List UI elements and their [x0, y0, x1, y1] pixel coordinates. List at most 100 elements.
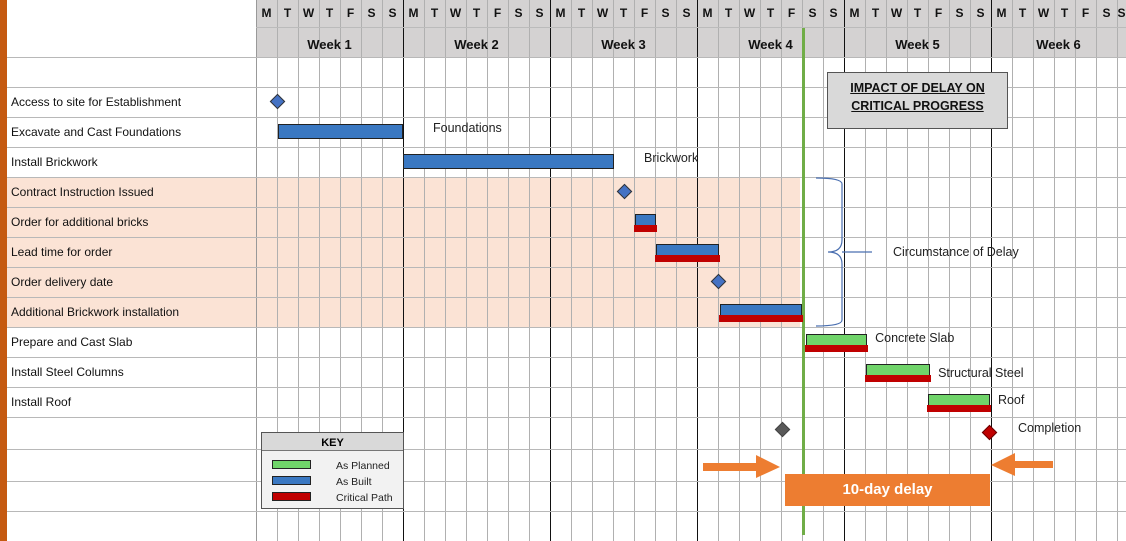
- day-letter: S: [682, 6, 691, 20]
- circumstance-label: Circumstance of Delay: [893, 245, 1019, 259]
- critical-path-bar: [655, 255, 721, 262]
- task-label: Prepare and Cast Slab: [11, 335, 133, 349]
- bar-annotation: Concrete Slab: [875, 331, 955, 345]
- day-letter: S: [808, 6, 817, 20]
- day-gridline: [907, 0, 908, 541]
- task-label: Contract Instruction Issued: [11, 185, 154, 199]
- week-divider: [403, 0, 404, 541]
- day-letter: S: [514, 6, 523, 20]
- day-letter: S: [367, 6, 376, 20]
- row-gridline: [7, 357, 1126, 358]
- day-gridline: [529, 0, 530, 541]
- day-gridline: [277, 0, 278, 541]
- day-letter: M: [555, 6, 566, 20]
- day-letter: F: [640, 6, 649, 20]
- task-label: Install Steel Columns: [11, 365, 124, 379]
- left-edge-stripe: [0, 0, 7, 541]
- week-label: Week 2: [454, 37, 499, 52]
- day-gridline: [886, 0, 887, 541]
- week-divider: [844, 0, 845, 541]
- day-gridline: [361, 0, 362, 541]
- day-letter: F: [934, 6, 943, 20]
- legend: KEY As Planned As Built Critical Path: [261, 432, 404, 509]
- task-label: Install Brickwork: [11, 155, 98, 169]
- day-gridline: [823, 0, 824, 541]
- day-gridline: [445, 0, 446, 541]
- row-gridline: [7, 511, 1126, 512]
- row-gridline: [7, 481, 1126, 482]
- day-letter: W: [302, 6, 315, 20]
- critical-path-bar: [634, 225, 658, 232]
- day-letter: S: [829, 6, 838, 20]
- day-letter: T: [1018, 6, 1027, 20]
- day-letter: W: [449, 6, 462, 20]
- day-letter: S: [955, 6, 964, 20]
- day-letter: S: [535, 6, 544, 20]
- day-gridline: [298, 0, 299, 541]
- day-letter: M: [408, 6, 419, 20]
- milestone-diamond: [269, 93, 286, 110]
- day-gridline: [340, 0, 341, 541]
- day-gridline: [508, 0, 509, 541]
- week-divider: [697, 0, 698, 541]
- bar-annotation: Foundations: [433, 121, 502, 135]
- day-letter: T: [871, 6, 880, 20]
- day-gridline: [760, 0, 761, 541]
- week-label: Week 4: [748, 37, 793, 52]
- timeline-header: [256, 0, 1126, 57]
- day-letter: M: [996, 6, 1007, 20]
- week-divider: [991, 0, 992, 541]
- legend-swatch-critical: [272, 492, 311, 501]
- week-label: Week 1: [307, 37, 352, 52]
- day-gridline: [781, 0, 782, 541]
- day-letter: T: [913, 6, 922, 20]
- circumstance-brace: [815, 177, 872, 327]
- week-label: Week 5: [895, 37, 940, 52]
- arrow-right-icon: [703, 455, 780, 478]
- task-label: Order delivery date: [11, 275, 114, 289]
- day-gridline: [865, 0, 866, 541]
- day-letter: F: [346, 6, 355, 20]
- day-gridline: [676, 0, 677, 541]
- row-gridline: [7, 417, 1126, 418]
- day-gridline: [424, 0, 425, 541]
- row-gridline: [7, 387, 1126, 388]
- day-letter: M: [702, 6, 713, 20]
- actual-completion-diamond: [981, 424, 998, 441]
- day-letter: M: [849, 6, 860, 20]
- legend-swatch-planned: [272, 460, 311, 469]
- row-gridline: [7, 87, 1126, 88]
- impact-title-box: IMPACT OF DELAY ON CRITICAL PROGRESS: [827, 72, 1008, 129]
- day-gridline: [928, 0, 929, 541]
- completion-label: Completion: [1018, 421, 1082, 435]
- day-gridline: [319, 0, 320, 541]
- critical-path-bar: [719, 315, 803, 322]
- day-gridline: [466, 0, 467, 541]
- day-gridline: [1117, 0, 1118, 541]
- task-label: Order for additional bricks: [11, 215, 149, 229]
- legend-swatch-as-built: [272, 476, 311, 485]
- day-gridline: [718, 0, 719, 541]
- bar-annotation: Structural Steel: [938, 366, 1024, 380]
- day-gridline: [1033, 0, 1034, 541]
- day-gridline: [1012, 0, 1013, 541]
- task-label: Excavate and Cast Foundations: [11, 125, 182, 139]
- row-gridline: [7, 297, 1126, 298]
- week-divider: [550, 0, 551, 541]
- impact-title-line2: CRITICAL PROGRESS: [851, 99, 984, 113]
- day-gridline: [634, 0, 635, 541]
- delay-callout: 10-day delay: [785, 474, 990, 506]
- day-letter: S: [976, 6, 985, 20]
- task-label: Access to site for Establishment: [11, 95, 182, 109]
- row-gridline: [7, 327, 1126, 328]
- row-gridline: [7, 207, 1126, 208]
- day-letter: S: [1117, 6, 1126, 20]
- legend-label-critical: Critical Path: [336, 492, 393, 504]
- as-built-bar: [403, 154, 615, 169]
- label-column-divider: [256, 0, 257, 541]
- day-gridline: [970, 0, 971, 541]
- day-letter: S: [388, 6, 397, 20]
- row-gridline: [7, 57, 1126, 58]
- row-gridline: [7, 267, 1126, 268]
- day-letter: T: [325, 6, 334, 20]
